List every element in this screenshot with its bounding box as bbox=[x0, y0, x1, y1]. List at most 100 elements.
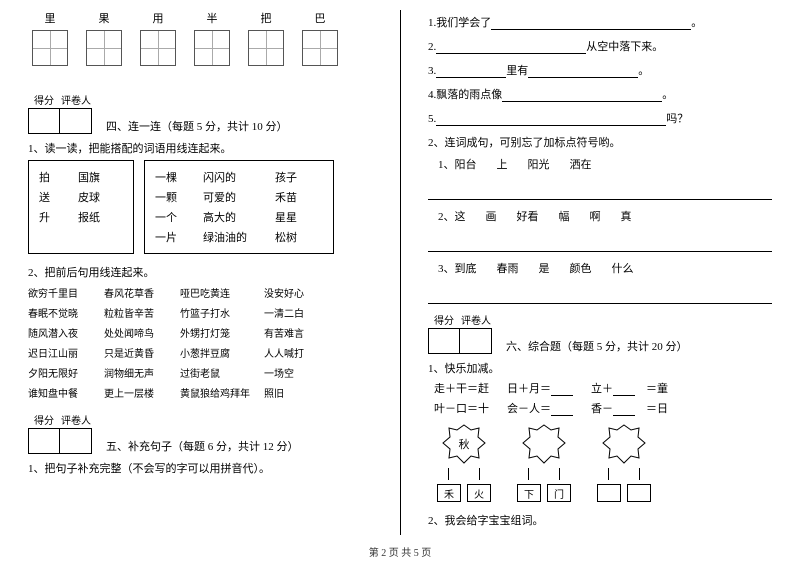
match-cell: 星星 bbox=[275, 209, 297, 225]
score-labels: 得分 评卷人 bbox=[28, 412, 372, 428]
tian-box bbox=[140, 30, 176, 66]
split-box bbox=[627, 484, 651, 502]
flower-icon: 秋 bbox=[441, 422, 487, 468]
idiom-cell: 人人喊打 bbox=[264, 345, 304, 360]
char-label: 把 bbox=[252, 10, 280, 26]
idiom-cell: 有苦难言 bbox=[264, 325, 304, 340]
left-column: 里 果 用 半 把 巴 得分 评卷人 四、连 bbox=[0, 0, 400, 565]
idiom-cell: 处处闻啼鸟 bbox=[104, 325, 166, 340]
tian-box bbox=[32, 30, 68, 66]
fill-text: 3. bbox=[428, 65, 436, 77]
match-cell: 报纸 bbox=[78, 209, 100, 225]
word: 春雨 bbox=[497, 260, 519, 276]
idiom-cell: 照旧 bbox=[264, 385, 284, 400]
score-box bbox=[60, 428, 92, 454]
connector bbox=[516, 468, 572, 480]
char-label-row: 里 果 用 半 把 巴 bbox=[36, 10, 372, 26]
match-cell: 禾苗 bbox=[275, 189, 297, 205]
match-cell: 皮球 bbox=[78, 189, 100, 205]
split-box: 门 bbox=[547, 484, 571, 502]
score-label: 评卷人 bbox=[60, 92, 92, 108]
score-label: 评卷人 bbox=[460, 312, 492, 328]
word: 3、到底 bbox=[438, 260, 477, 276]
word: 洒在 bbox=[570, 156, 592, 172]
idiom-cell: 外甥打灯笼 bbox=[180, 325, 250, 340]
word: 是 bbox=[539, 260, 550, 276]
word: 好看 bbox=[517, 208, 539, 224]
score-label: 得分 bbox=[428, 312, 460, 328]
match-cell: 可爱的 bbox=[203, 189, 255, 205]
idiom-cell: 过街老鼠 bbox=[180, 365, 250, 380]
match-cell: 松树 bbox=[275, 229, 297, 245]
eq: 立＋ ＝童 bbox=[591, 380, 668, 396]
idiom-cell: 小葱拌豆腐 bbox=[180, 345, 250, 360]
blank bbox=[436, 114, 666, 126]
tian-box bbox=[248, 30, 284, 66]
eq: 叶－口＝十 bbox=[434, 400, 489, 416]
blank bbox=[491, 18, 691, 30]
svg-text:秋: 秋 bbox=[459, 437, 470, 451]
q6-2-text: 2、我会给字宝宝组词。 bbox=[428, 512, 772, 528]
match-cell: 国旗 bbox=[78, 169, 100, 185]
score-label: 得分 bbox=[28, 92, 60, 108]
idiom-cell: 随风潜入夜 bbox=[28, 325, 90, 340]
section-5-title: 五、补充句子（每题 6 分，共计 12 分） bbox=[106, 438, 299, 454]
word-row-1: 1、阳台 上 阳光 洒在 bbox=[438, 156, 772, 172]
match-cell: 拍 bbox=[39, 169, 50, 185]
match-cell: 一片 bbox=[155, 229, 183, 245]
q6-1-text: 1、快乐加减。 bbox=[428, 360, 772, 376]
word: 幅 bbox=[559, 208, 570, 224]
score-box bbox=[28, 428, 60, 454]
split-box bbox=[597, 484, 621, 502]
match-cell: 升 bbox=[39, 209, 50, 225]
flower-icon bbox=[521, 422, 567, 468]
equation-row-2: 叶－口＝十 会－人＝ 香－ ＝日 bbox=[434, 400, 772, 416]
split-box: 火 bbox=[467, 484, 491, 502]
fill-text: 从空中落下来。 bbox=[586, 41, 663, 53]
idiom-cell: 谁知盘中餐 bbox=[28, 385, 90, 400]
fill-line-5: 5.吗？ bbox=[428, 110, 772, 126]
word: 画 bbox=[486, 208, 497, 224]
q5-1-text: 1、把句子补充完整（不会写的字可以用拼音代）。 bbox=[28, 460, 372, 476]
score-box bbox=[428, 328, 460, 354]
idiom-cell: 粒粒皆辛苦 bbox=[104, 305, 166, 320]
idiom-cell: 润物细无声 bbox=[104, 365, 166, 380]
word-row-3: 3、到底 春雨 是 颜色 什么 bbox=[438, 260, 772, 276]
q4-2-text: 2、把前后句用线连起来。 bbox=[28, 264, 372, 280]
score-box bbox=[28, 108, 60, 134]
match-cell: 送 bbox=[39, 189, 50, 205]
match-boxes: 拍国旗 送皮球 升报纸 一棵闪闪的孩子 一颗可爱的禾苗 一个高大的星星 一片绿油… bbox=[28, 160, 372, 254]
answer-line bbox=[428, 182, 772, 200]
eq: 走＋干＝赶 bbox=[434, 380, 489, 396]
match-cell: 闪闪的 bbox=[203, 169, 255, 185]
split-box: 禾 bbox=[437, 484, 461, 502]
answer-line bbox=[428, 286, 772, 304]
fill-line-4: 4.飘落的雨点像。 bbox=[428, 86, 772, 102]
eq: 日＋月＝ bbox=[507, 380, 573, 396]
score-labels: 得分 评卷人 bbox=[28, 92, 372, 108]
idiom-block: 欲穷千里目春风花草香哑巴吃黄连没安好心 春眠不觉晓粒粒皆辛苦竹篮子打水一清二白 … bbox=[28, 285, 372, 400]
right-column: 1.我们学会了。 2.从空中落下来。 3.里有。 4.飘落的雨点像。 5.吗？ … bbox=[400, 0, 800, 565]
blank bbox=[436, 66, 506, 78]
q5-2-text: 2、连词成句，可别忘了加标点符号哟。 bbox=[428, 134, 772, 150]
idiom-cell: 一清二白 bbox=[264, 305, 304, 320]
idiom-cell: 迟日江山丽 bbox=[28, 345, 90, 360]
flower-2: 下 门 bbox=[516, 422, 572, 502]
match-box-1: 拍 国旗 送 皮球 升 报纸 bbox=[28, 160, 134, 254]
tian-box bbox=[86, 30, 122, 66]
fill-line-3: 3.里有。 bbox=[428, 62, 772, 78]
fill-text: 1.我们学会了 bbox=[428, 17, 491, 29]
char-label: 果 bbox=[90, 10, 118, 26]
char-label: 里 bbox=[36, 10, 64, 26]
word-row-2: 2、这 画 好看 幅 啊 真 bbox=[438, 208, 772, 224]
idiom-cell: 没安好心 bbox=[264, 285, 304, 300]
answer-line bbox=[428, 234, 772, 252]
eq: 香－ ＝日 bbox=[591, 400, 668, 416]
word: 阳光 bbox=[528, 156, 550, 172]
score-labels: 得分 评卷人 bbox=[428, 312, 772, 328]
connector bbox=[436, 468, 492, 480]
flower-icon bbox=[601, 422, 647, 468]
flower-1: 秋 禾 火 bbox=[436, 422, 492, 502]
score-box bbox=[460, 328, 492, 354]
flower-3 bbox=[596, 422, 652, 502]
